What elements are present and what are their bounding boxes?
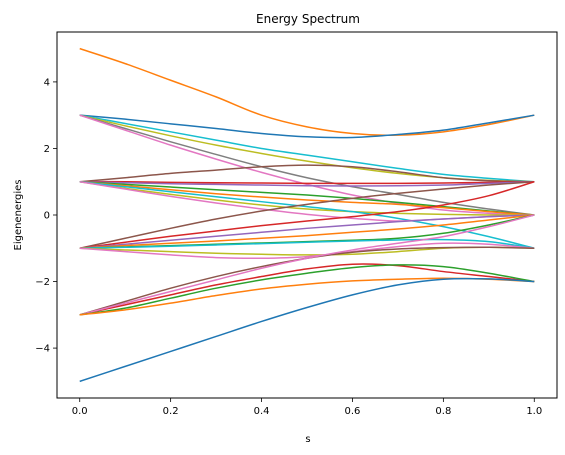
series-line-1 [79,47,535,136]
series-line-16 [79,181,535,250]
x-tick-label: 0.2 [163,406,179,417]
series-line-12 [79,180,535,216]
series-line-18 [79,214,535,250]
series-line-6 [79,114,535,216]
plot-frame [56,31,558,399]
series-line-9 [79,180,535,187]
series-line-20 [79,238,535,250]
series-line-15 [79,180,535,250]
x-axis-label: s [305,434,310,445]
y-tick-label: 4 [44,77,50,88]
series-line-13 [79,180,535,249]
y-tick-label: 0 [44,211,50,222]
chart-title: Energy Spectrum [256,12,360,26]
series-line-17 [79,214,535,250]
y-tick-label: −4 [35,344,50,355]
series-line-3 [79,114,535,183]
series-line-28 [79,277,535,383]
series-line-22 [79,242,535,260]
y-tick-label: −2 [35,277,50,288]
series-line-26 [79,264,535,316]
x-tick-label: 0.0 [72,406,88,417]
y-axis-label: Eigenenergies [13,179,24,250]
series-line-11 [79,180,535,216]
ticks-layer: 0.0 0.2 0.4 0.6 0.8 1.0 −4 −2 0 2 4 [35,77,542,417]
x-tick-label: 0.6 [345,406,361,417]
series-layer [79,47,535,383]
series-line-2 [79,114,535,139]
x-tick-label: 0.4 [254,406,270,417]
series-line-24 [79,263,535,316]
series-line-7 [79,164,535,183]
series-line-25 [79,214,535,316]
series-line-8 [79,180,535,185]
series-line-10 [79,180,535,216]
x-tick-label: 0.8 [435,406,451,417]
series-line-5 [79,114,535,216]
x-tick-label: 1.0 [526,406,542,417]
y-tick-label: 2 [44,144,50,155]
